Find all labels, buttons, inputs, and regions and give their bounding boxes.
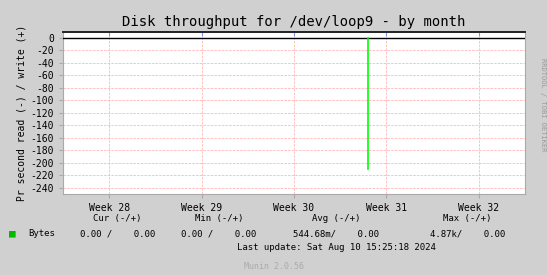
Text: Bytes: Bytes xyxy=(28,229,55,238)
Y-axis label: Pr second read (-) / write (+): Pr second read (-) / write (+) xyxy=(16,25,26,201)
Title: Disk throughput for /dev/loop9 - by month: Disk throughput for /dev/loop9 - by mont… xyxy=(123,15,465,29)
Text: 0.00 /    0.00: 0.00 / 0.00 xyxy=(80,229,155,238)
Text: 0.00 /    0.00: 0.00 / 0.00 xyxy=(181,229,257,238)
Text: Last update: Sat Aug 10 15:25:18 2024: Last update: Sat Aug 10 15:25:18 2024 xyxy=(237,243,436,252)
Text: Max (-/+): Max (-/+) xyxy=(444,214,492,223)
Text: 4.87k/    0.00: 4.87k/ 0.00 xyxy=(430,229,505,238)
Text: Munin 2.0.56: Munin 2.0.56 xyxy=(243,262,304,271)
Text: 544.68m/    0.00: 544.68m/ 0.00 xyxy=(293,229,380,238)
Text: Cur (-/+): Cur (-/+) xyxy=(94,214,142,223)
Text: ■: ■ xyxy=(9,229,16,239)
Text: Min (-/+): Min (-/+) xyxy=(195,214,243,223)
Text: RRDTOOL / TOBI OETIKER: RRDTOOL / TOBI OETIKER xyxy=(540,58,546,151)
Text: Avg (-/+): Avg (-/+) xyxy=(312,214,360,223)
